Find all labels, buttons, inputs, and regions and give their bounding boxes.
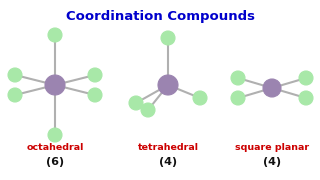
Circle shape bbox=[299, 71, 313, 85]
Circle shape bbox=[299, 91, 313, 105]
Text: octahedral: octahedral bbox=[26, 143, 84, 152]
Circle shape bbox=[45, 75, 65, 95]
Text: (6): (6) bbox=[46, 157, 64, 167]
Circle shape bbox=[129, 96, 143, 110]
Text: (4): (4) bbox=[263, 157, 281, 167]
Circle shape bbox=[158, 75, 178, 95]
Text: tetrahedral: tetrahedral bbox=[138, 143, 198, 152]
Text: square planar: square planar bbox=[235, 143, 309, 152]
Circle shape bbox=[141, 103, 155, 117]
Circle shape bbox=[193, 91, 207, 105]
Circle shape bbox=[48, 28, 62, 42]
Text: (4): (4) bbox=[159, 157, 177, 167]
Circle shape bbox=[88, 68, 102, 82]
Text: Coordination Compounds: Coordination Compounds bbox=[66, 10, 254, 23]
Circle shape bbox=[263, 79, 281, 97]
Circle shape bbox=[88, 88, 102, 102]
Circle shape bbox=[231, 71, 245, 85]
Circle shape bbox=[231, 91, 245, 105]
Circle shape bbox=[8, 68, 22, 82]
Circle shape bbox=[8, 88, 22, 102]
Circle shape bbox=[161, 31, 175, 45]
Circle shape bbox=[48, 128, 62, 142]
